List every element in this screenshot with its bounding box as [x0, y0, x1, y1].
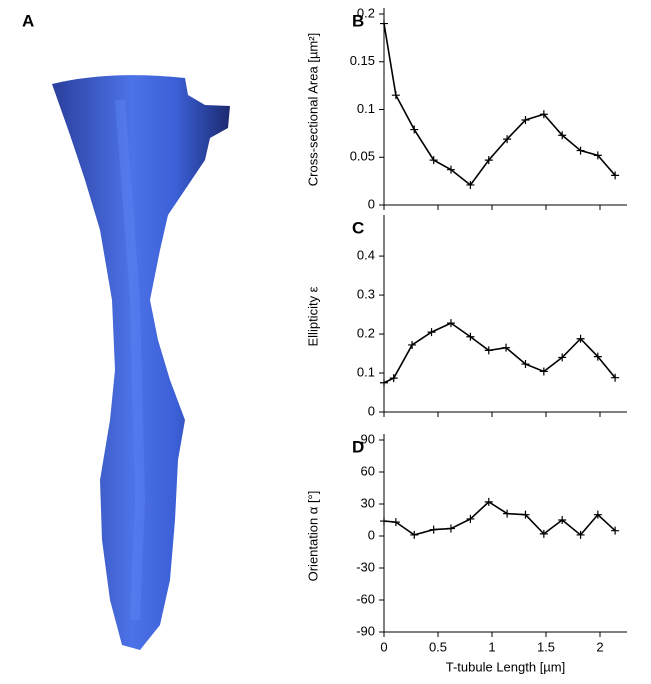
- data-point: [446, 524, 455, 533]
- data-line: [383, 23, 616, 187]
- data-point: [503, 135, 512, 144]
- y-tick-label: -30: [356, 559, 375, 574]
- data-point: [408, 340, 417, 349]
- y-axis-label: Cross-sectional Area [µm²]: [305, 33, 320, 186]
- data-point: [611, 373, 620, 382]
- data-point: [611, 526, 620, 535]
- data-point: [380, 378, 388, 387]
- data-point: [427, 328, 436, 337]
- data-line: [383, 322, 616, 384]
- data-point: [558, 353, 567, 362]
- data-point: [521, 116, 530, 125]
- data-point: [466, 332, 475, 341]
- data-point: [576, 530, 585, 539]
- y-tick-label: 0: [368, 196, 375, 211]
- data-point: [593, 510, 602, 519]
- data-point: [503, 509, 512, 518]
- data-point: [539, 110, 548, 119]
- y-axis-label: Orientation α [°]: [305, 491, 320, 582]
- data-point: [380, 517, 388, 526]
- y-tick-label: 0.4: [357, 248, 375, 263]
- y-axis-label: Ellipticity ε: [305, 286, 320, 346]
- data-point: [410, 125, 419, 134]
- data-point: [593, 151, 602, 160]
- data-point: [410, 530, 419, 539]
- highlight: [115, 99, 146, 621]
- data-point: [446, 319, 455, 328]
- y-tick-label: 30: [361, 495, 375, 510]
- data-point: [466, 514, 475, 523]
- y-tick-label: 0: [368, 403, 375, 418]
- data-point: [446, 165, 455, 174]
- x-axis-label: T-tubule Length [µm]: [446, 659, 566, 674]
- data-point: [611, 171, 620, 180]
- data-point: [558, 131, 567, 140]
- data-point: [484, 497, 493, 506]
- data-line: [383, 500, 616, 537]
- data-point: [484, 156, 493, 165]
- data-point: [521, 360, 530, 369]
- data-point: [576, 146, 585, 155]
- data-point: [466, 180, 475, 189]
- y-tick-label: 60: [361, 463, 375, 478]
- panel-label: A: [22, 11, 34, 30]
- data-point: [389, 374, 398, 383]
- y-tick-label: 90: [361, 431, 375, 446]
- y-tick-label: 0.15: [350, 53, 375, 68]
- data-point: [391, 91, 400, 100]
- y-tick-label: 0.3: [357, 286, 375, 301]
- data-point: [593, 352, 602, 361]
- data-point: [380, 19, 388, 28]
- data-point: [429, 156, 438, 165]
- data-point: [576, 334, 585, 343]
- y-tick-label: 0.1: [357, 101, 375, 116]
- x-tick-label: 0: [380, 639, 387, 654]
- y-tick-label: -90: [356, 623, 375, 638]
- data-point: [539, 529, 548, 538]
- data-point: [502, 343, 511, 352]
- y-tick-label: 0.05: [350, 149, 375, 164]
- y-tick-label: -60: [356, 591, 375, 606]
- x-tick-label: 1.5: [537, 639, 555, 654]
- y-tick-label: 0.1: [357, 364, 375, 379]
- x-tick-label: 1: [488, 639, 495, 654]
- panel-label: D: [352, 437, 364, 456]
- data-point: [558, 516, 567, 524]
- panel-label: C: [352, 218, 364, 237]
- y-tick-label: 0.2: [357, 325, 375, 340]
- data-point: [539, 367, 548, 376]
- t-tubule-render: [52, 75, 230, 650]
- x-tick-label: 2: [596, 639, 603, 654]
- data-point: [484, 346, 493, 355]
- data-point: [429, 525, 438, 534]
- y-tick-label: 0: [368, 527, 375, 542]
- x-tick-label: 0.5: [429, 639, 447, 654]
- panel-label: B: [352, 11, 364, 30]
- y-tick-label: 0.2: [357, 5, 375, 20]
- data-point: [391, 518, 400, 527]
- data-point: [521, 510, 530, 519]
